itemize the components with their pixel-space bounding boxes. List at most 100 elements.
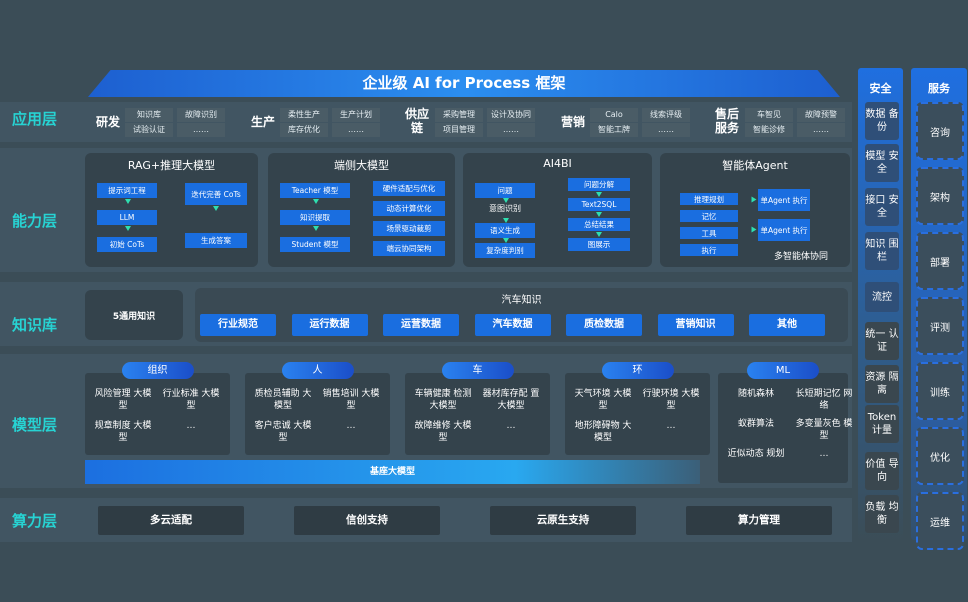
compute-item[interactable]: 信创支持 bbox=[294, 506, 440, 535]
app-item[interactable]: 采购管理 bbox=[435, 108, 483, 122]
model-item[interactable]: 近似动态 规划 bbox=[727, 449, 785, 459]
model-item[interactable]: 规章制度 大模型 bbox=[94, 421, 152, 443]
model-item[interactable]: 器材库存配 置大模型 bbox=[482, 389, 540, 411]
app-item[interactable]: 智能工牌 bbox=[590, 123, 638, 137]
model-item[interactable]: 地形障碍物 大模型 bbox=[574, 421, 632, 443]
security-item[interactable]: 负载 均衡 bbox=[865, 495, 899, 533]
model-item[interactable]: … bbox=[186, 421, 196, 431]
model-item[interactable]: 故障维修 大模型 bbox=[414, 421, 472, 443]
app-item[interactable]: …… bbox=[487, 123, 535, 137]
model-item[interactable]: … bbox=[346, 421, 356, 431]
capability-item[interactable]: 单Agent 执行 bbox=[758, 189, 810, 211]
service-item[interactable]: 部署 bbox=[916, 232, 964, 290]
capability-item[interactable]: Text2SQL bbox=[568, 198, 630, 211]
capability-item[interactable]: 场景驱动裁剪 bbox=[373, 221, 445, 236]
capability-item[interactable]: 单Agent 执行 bbox=[758, 219, 810, 241]
model-item[interactable]: 多变量灰色 模型 bbox=[795, 419, 853, 441]
capability-item[interactable]: 工具 bbox=[680, 227, 738, 239]
model-item[interactable]: 行驶环境 大模型 bbox=[642, 389, 700, 411]
model-item[interactable]: 长短期记忆 网络 bbox=[795, 389, 853, 411]
security-item[interactable]: 价值 导向 bbox=[865, 452, 899, 490]
app-item[interactable]: 线索评级 bbox=[642, 108, 690, 122]
app-item[interactable]: …… bbox=[797, 123, 845, 137]
app-item[interactable]: 试验认证 bbox=[125, 123, 173, 137]
capability-item[interactable]: 图展示 bbox=[568, 238, 630, 251]
security-item[interactable]: 知识 围栏 bbox=[865, 232, 899, 270]
knowledge-item[interactable]: 运营数据 bbox=[383, 314, 459, 336]
knowledge-item[interactable]: 汽车数据 bbox=[474, 314, 551, 336]
capability-item[interactable]: LLM bbox=[97, 210, 157, 225]
compute-item[interactable]: 算力管理 bbox=[686, 506, 832, 535]
service-item[interactable]: 运维 bbox=[916, 492, 964, 550]
app-item[interactable]: 柔性生产 bbox=[280, 108, 328, 122]
security-item[interactable]: 模型 安全 bbox=[865, 144, 899, 182]
capability-item[interactable]: 推理规划 bbox=[680, 193, 738, 205]
capability-item[interactable]: 提示词工程 bbox=[97, 183, 157, 198]
model-category-pill[interactable]: 人 bbox=[281, 362, 354, 379]
model-item[interactable]: 风险管理 大模型 bbox=[94, 389, 152, 411]
capability-item[interactable]: 生成答案 bbox=[185, 233, 247, 248]
app-item[interactable]: 生产计划 bbox=[332, 108, 380, 122]
knowledge-item[interactable]: 运行数据 bbox=[291, 314, 368, 336]
app-item[interactable]: …… bbox=[332, 123, 380, 137]
app-item[interactable]: 库存优化 bbox=[280, 123, 328, 137]
model-item[interactable]: 质检员辅助 大模型 bbox=[254, 389, 312, 411]
capability-item[interactable]: 动态计算优化 bbox=[373, 201, 445, 216]
capability-item[interactable]: 端云协同架构 bbox=[373, 241, 445, 256]
capability-item[interactable]: 迭代完善 CoTs bbox=[185, 183, 247, 205]
capability-item[interactable]: Teacher 模型 bbox=[280, 183, 350, 198]
model-item[interactable]: 行业标准 大模型 bbox=[162, 389, 220, 411]
model-item[interactable]: 销售培训 大模型 bbox=[322, 389, 380, 411]
model-category-pill[interactable]: 组织 bbox=[121, 362, 194, 379]
model-item[interactable]: 蚁群算法 bbox=[737, 419, 774, 429]
model-item[interactable]: … bbox=[666, 421, 676, 431]
capability-item[interactable]: 硬件适配与优化 bbox=[373, 181, 445, 196]
app-item[interactable]: 故障识别 bbox=[177, 108, 225, 122]
knowledge-item[interactable]: 其他 bbox=[749, 314, 825, 336]
service-item[interactable]: 架构 bbox=[916, 167, 964, 225]
model-item[interactable]: 客户忠诚 大模型 bbox=[254, 421, 312, 443]
capability-item[interactable]: 问题分解 bbox=[568, 178, 630, 191]
capability-item[interactable]: Student 模型 bbox=[280, 237, 350, 252]
security-item[interactable]: 统一 认证 bbox=[865, 322, 899, 360]
security-item[interactable]: 数据 备份 bbox=[865, 102, 899, 140]
service-item[interactable]: 咨询 bbox=[916, 102, 964, 160]
knowledge-item[interactable]: 质检数据 bbox=[566, 314, 642, 336]
app-item[interactable]: 故障预警 bbox=[797, 108, 845, 122]
app-item[interactable]: 设计及协同 bbox=[487, 108, 535, 122]
capability-item[interactable]: 问题 bbox=[475, 183, 535, 198]
security-item[interactable]: 接口 安全 bbox=[865, 188, 899, 226]
compute-item[interactable]: 多云适配 bbox=[98, 506, 244, 535]
app-item[interactable]: 智能诊修 bbox=[745, 123, 793, 137]
app-item[interactable]: Calo bbox=[590, 108, 638, 122]
model-category-pill[interactable]: 车 bbox=[441, 362, 514, 379]
model-item[interactable]: 天气环境 大模型 bbox=[574, 389, 632, 411]
model-item[interactable]: 随机森林 bbox=[737, 389, 774, 399]
security-item[interactable]: Token 计量 bbox=[865, 405, 899, 443]
capability-item[interactable]: 执行 bbox=[680, 244, 738, 256]
app-item[interactable]: …… bbox=[642, 123, 690, 137]
knowledge-item[interactable]: 行业规范 bbox=[200, 314, 276, 336]
model-item[interactable]: … bbox=[819, 449, 829, 459]
capability-item[interactable]: 初始 CoTs bbox=[97, 237, 157, 252]
service-item[interactable]: 评测 bbox=[916, 297, 964, 355]
capability-item[interactable]: 复杂度判别 bbox=[475, 243, 535, 258]
security-item[interactable]: 资源 隔离 bbox=[865, 365, 899, 403]
capability-item[interactable]: 知识提取 bbox=[280, 210, 350, 225]
compute-item[interactable]: 云原生支持 bbox=[490, 506, 636, 535]
knowledge-item[interactable]: 营销知识 bbox=[657, 314, 734, 336]
model-item[interactable]: … bbox=[506, 421, 516, 431]
app-item[interactable]: …… bbox=[177, 123, 225, 137]
service-item[interactable]: 训练 bbox=[916, 362, 964, 420]
security-item[interactable]: 流控 bbox=[865, 282, 899, 312]
model-item[interactable]: 车辆健康 检测大模型 bbox=[414, 389, 472, 411]
app-item[interactable]: 项目管理 bbox=[435, 123, 483, 137]
model-category-pill[interactable]: 环 bbox=[601, 362, 674, 379]
capability-item[interactable]: 语义生成 bbox=[475, 223, 535, 238]
model-category-pill[interactable]: ML bbox=[747, 362, 819, 379]
capability-item[interactable]: 总结结果 bbox=[568, 218, 630, 231]
app-item[interactable]: 知识库 bbox=[125, 108, 173, 122]
capability-item[interactable]: 记忆 bbox=[680, 210, 738, 222]
service-item[interactable]: 优化 bbox=[916, 427, 964, 485]
app-item[interactable]: 车智见 bbox=[745, 108, 793, 122]
